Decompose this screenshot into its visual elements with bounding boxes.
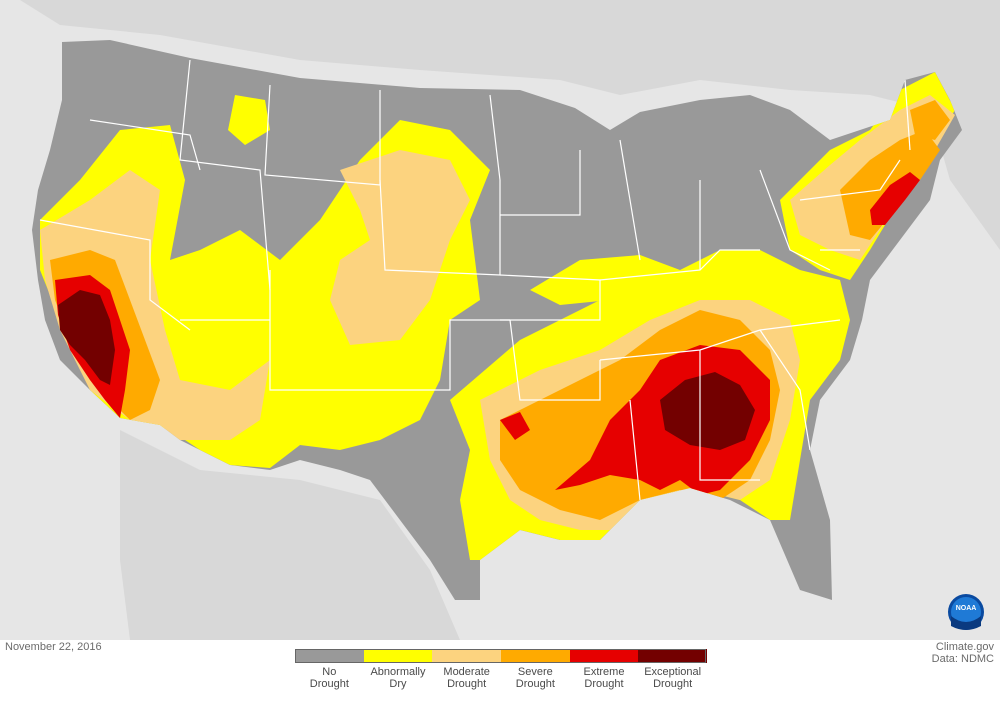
credit-site: Climate.gov xyxy=(935,641,994,653)
abnormally-dry-montana xyxy=(228,95,270,145)
legend-swatch xyxy=(295,649,364,663)
extreme-drought-arkansas xyxy=(500,412,530,440)
us-drought-map-svg: NOAA xyxy=(0,0,1000,640)
exceptional-drought-southeast xyxy=(660,372,755,450)
severe-drought-maine xyxy=(910,100,950,140)
legend-swatch xyxy=(432,649,501,663)
drought-legend: No Drought Abnormally Dry Moderate Drought Sev… xyxy=(295,649,707,697)
exceptional-drought-california xyxy=(58,290,115,385)
legend-swatch xyxy=(363,649,433,663)
legend-label: No Drought xyxy=(309,666,349,690)
legend-item: Moderate Drought xyxy=(432,649,501,697)
legend-item: No Drought xyxy=(295,649,364,697)
legend-item: Abnormally Dry xyxy=(363,649,433,697)
drought-areas xyxy=(40,72,955,560)
legend-label: Abnormally Dry xyxy=(370,666,426,690)
mexico-land xyxy=(120,430,460,640)
noaa-logo-icon: NOAA xyxy=(948,594,984,630)
canada-land xyxy=(0,0,1000,250)
legend-label: Moderate Drought xyxy=(443,666,490,690)
noaa-logo-text: NOAA xyxy=(956,605,977,612)
legend-swatch xyxy=(569,649,639,663)
legend-swatch xyxy=(638,649,707,663)
surrounding-land xyxy=(0,0,1000,640)
drought-map: NOAA xyxy=(0,0,1000,640)
moderate-drought-plains xyxy=(330,150,470,345)
legend-swatch xyxy=(501,649,570,663)
legend-item: Extreme Drought xyxy=(569,649,639,697)
legend-item: Severe Drought xyxy=(501,649,570,697)
legend-label: Extreme Drought xyxy=(583,666,625,690)
extreme-drought-northeast xyxy=(870,172,920,225)
map-date: November 22, 2016 xyxy=(5,641,102,653)
legend-label: Exceptional Drought xyxy=(644,666,702,690)
state-borders xyxy=(39,59,911,501)
legend-label: Severe Drought xyxy=(515,666,555,690)
legend-item: Exceptional Drought xyxy=(638,649,707,697)
credit-data: Data: NDMC xyxy=(931,653,994,665)
